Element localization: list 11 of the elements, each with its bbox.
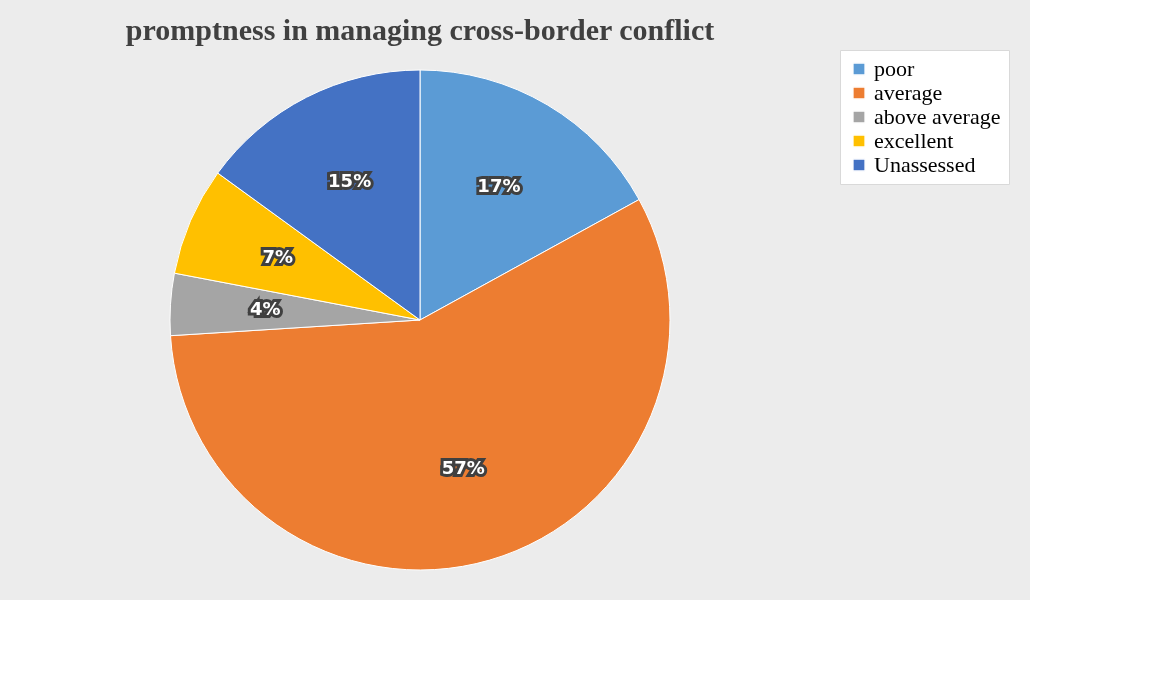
legend-label: above average [874, 104, 1001, 129]
data-label: 15% [328, 169, 372, 191]
chart-title: promptness in managing cross-border conflict [125, 12, 715, 46]
data-label: 57% [441, 456, 485, 478]
legend-label: Unassessed [874, 152, 976, 177]
legend-label: average [874, 80, 943, 105]
data-label: 7% [262, 246, 294, 268]
data-label: 17% [477, 174, 521, 196]
legend-label: excellent [874, 128, 954, 153]
legend-label: poor [874, 56, 915, 81]
data-label: 4% [250, 298, 281, 320]
